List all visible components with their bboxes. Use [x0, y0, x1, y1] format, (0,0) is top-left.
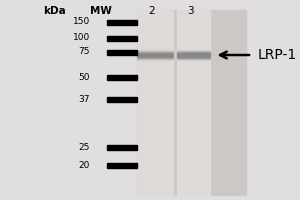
Bar [136, 10, 172, 195]
Bar [177, 53, 210, 54]
Text: 37: 37 [79, 95, 90, 104]
Text: 150: 150 [73, 18, 90, 26]
Bar [106, 20, 136, 24]
Bar [136, 58, 172, 59]
Bar [136, 54, 172, 55]
Text: 3: 3 [187, 6, 194, 16]
Bar [106, 97, 136, 102]
Bar [177, 50, 210, 51]
Bar [177, 56, 210, 57]
Bar [136, 10, 246, 195]
Bar [177, 54, 210, 55]
Bar [177, 52, 210, 53]
Bar [136, 55, 172, 56]
Bar [106, 144, 136, 150]
Bar [136, 52, 172, 53]
Bar [106, 36, 136, 40]
Text: 75: 75 [79, 47, 90, 56]
Bar [177, 59, 210, 60]
Bar [177, 57, 210, 58]
Bar [136, 53, 172, 54]
Text: MW: MW [90, 6, 111, 16]
Bar [136, 56, 172, 57]
Bar [106, 49, 136, 54]
Text: 100: 100 [73, 33, 90, 43]
Bar [106, 162, 136, 168]
Text: 2: 2 [148, 6, 155, 16]
Bar [136, 50, 172, 51]
Bar [106, 74, 136, 79]
Bar [177, 51, 210, 52]
Text: LRP-1: LRP-1 [258, 48, 297, 62]
Text: 25: 25 [79, 142, 90, 152]
Bar [136, 51, 172, 52]
Bar [177, 55, 210, 56]
Bar [177, 10, 210, 195]
Bar [136, 59, 172, 60]
Text: kDa: kDa [43, 6, 65, 16]
Text: 50: 50 [79, 72, 90, 82]
Bar [177, 58, 210, 59]
Text: 20: 20 [79, 160, 90, 170]
Bar [136, 57, 172, 58]
